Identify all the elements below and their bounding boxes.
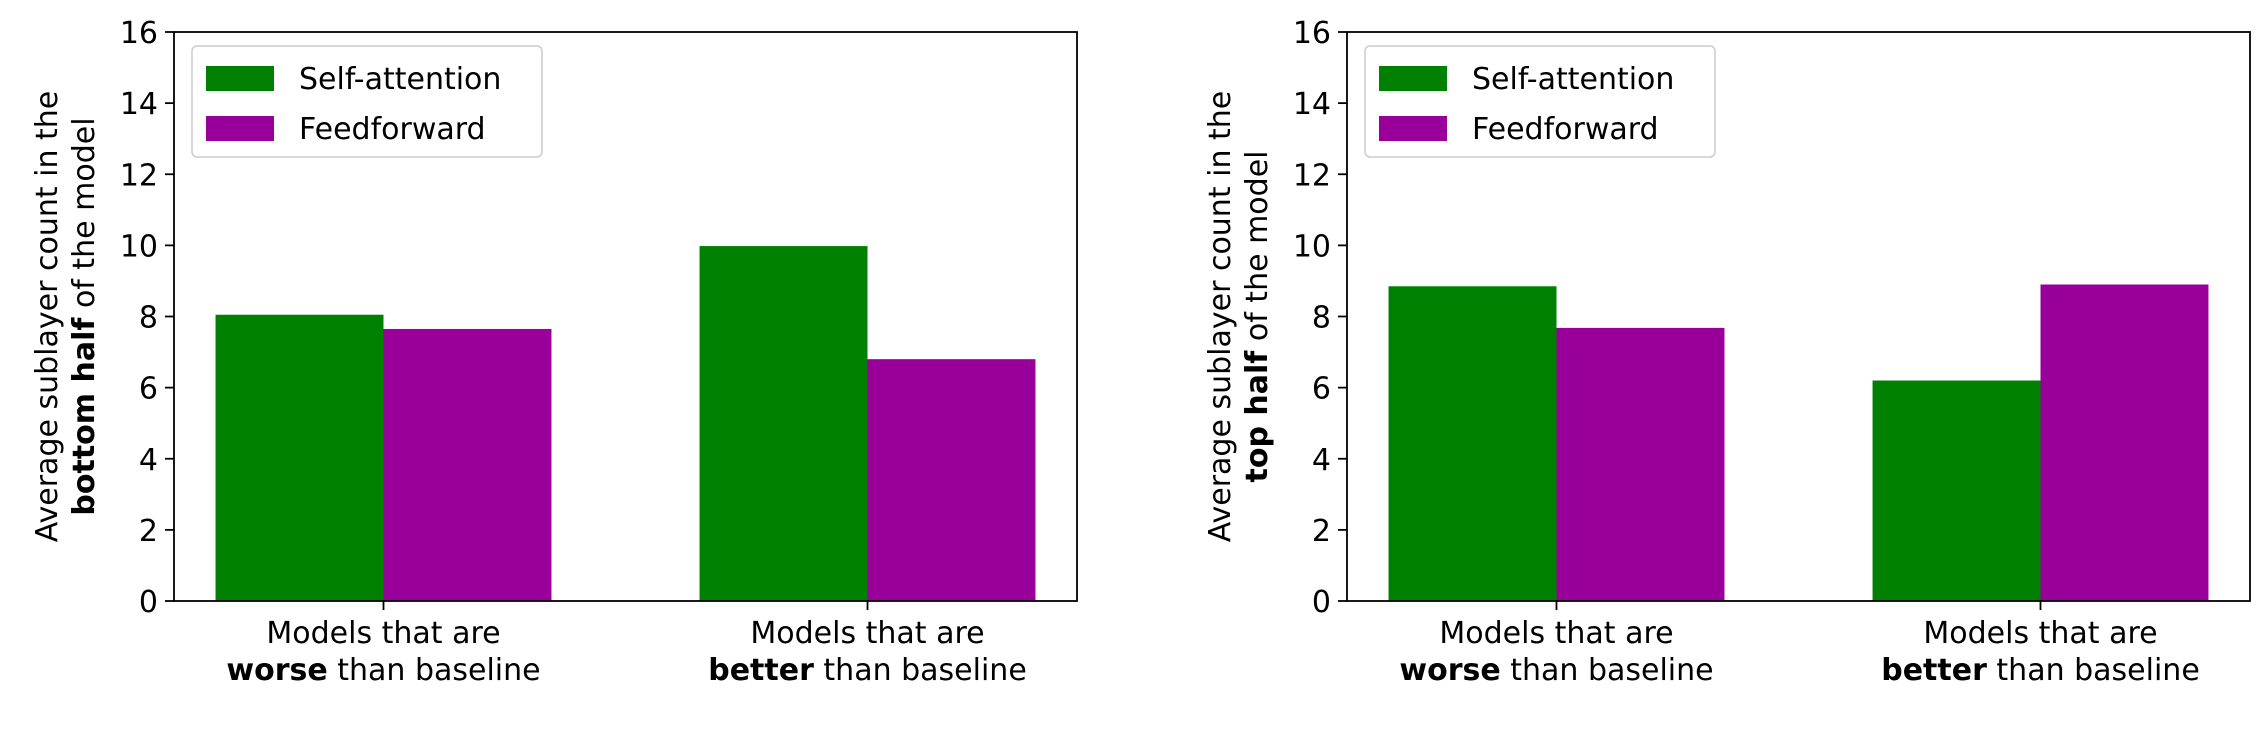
- y-axis-label-emphasis: bottom half: [67, 317, 102, 516]
- legend-swatch-self-attention: [206, 66, 274, 91]
- y-axis-label-emphasis: top half: [1240, 350, 1275, 483]
- y-axis-label-line2: bottom half of the model: [67, 117, 102, 515]
- bar-self-attention-1: [1388, 286, 1557, 601]
- bar-feedforward-2: [867, 359, 1036, 601]
- legend-swatch-feedforward: [206, 116, 274, 141]
- legend: Self-attention Feedforward: [191, 45, 543, 158]
- y-tick-label: 12: [120, 158, 158, 193]
- y-tick-label: 2: [1312, 514, 1331, 549]
- x-tick-label-line1: Models that are: [1923, 616, 2157, 651]
- x-tick-label-line1: Models that are: [266, 616, 500, 651]
- y-tick-label: 16: [1293, 16, 1331, 51]
- y-tick-label: 4: [1312, 443, 1331, 478]
- x-tick-label-rest: than baseline: [328, 653, 541, 688]
- y-tick-label: 4: [139, 443, 158, 478]
- x-tick-label-line1: Models that are: [1439, 616, 1673, 651]
- x-tick-label-emphasis: worse: [1399, 653, 1500, 688]
- legend-box: [191, 45, 543, 158]
- bar-feedforward-2: [2040, 284, 2209, 601]
- y-tick-label: 16: [120, 16, 158, 51]
- x-tick-label-rest: than baseline: [814, 653, 1027, 688]
- bar-feedforward-1: [383, 328, 552, 601]
- y-tick-label: 8: [139, 301, 158, 336]
- legend-label-feedforward: Feedforward: [1472, 112, 1659, 147]
- legend: Self-attention Feedforward: [1364, 45, 1716, 158]
- bar-feedforward-1: [1556, 327, 1725, 601]
- y-axis-label-line2: top half of the model: [1240, 151, 1275, 483]
- x-tick-label-line1: Models that are: [750, 616, 984, 651]
- bar-self-attention-2: [1872, 380, 2041, 601]
- bar-self-attention-2: [699, 246, 868, 601]
- x-tick-label-rest: than baseline: [1501, 653, 1714, 688]
- y-tick-label: 6: [1312, 372, 1331, 407]
- x-tick-label-line2: worse than baseline: [226, 653, 540, 688]
- y-axis-label-line1: Average sublayer count in the: [1203, 91, 1238, 543]
- y-tick-label: 10: [120, 229, 158, 264]
- y-tick-label: 14: [120, 87, 158, 122]
- x-tick-label-line2: better than baseline: [708, 653, 1027, 688]
- x-tick-label-emphasis: worse: [226, 653, 327, 688]
- y-tick-label: 0: [1312, 585, 1331, 620]
- legend-label-feedforward: Feedforward: [299, 112, 486, 147]
- x-tick-label-line2: worse than baseline: [1399, 653, 1713, 688]
- legend-box: [1364, 45, 1716, 158]
- y-tick-label: 2: [139, 514, 158, 549]
- y-tick-label: 14: [1293, 87, 1331, 122]
- x-tick-label-emphasis: better: [708, 653, 814, 688]
- x-tick-label-rest: than baseline: [1987, 653, 2200, 688]
- legend-label-self-attention: Self-attention: [299, 62, 501, 97]
- legend-swatch-self-attention: [1379, 66, 1447, 91]
- legend-label-self-attention: Self-attention: [1472, 62, 1674, 97]
- legend-swatch-feedforward: [1379, 116, 1447, 141]
- bar-self-attention-1: [215, 314, 384, 601]
- y-axis-label-rest: of the model: [1240, 151, 1275, 351]
- y-axis-label-line1: Average sublayer count in the: [30, 91, 65, 543]
- y-axis-label-rest: of the model: [67, 117, 102, 317]
- y-tick-label: 12: [1293, 158, 1331, 193]
- x-tick-label-emphasis: better: [1881, 653, 1987, 688]
- y-tick-label: 10: [1293, 229, 1331, 264]
- y-tick-label: 6: [139, 372, 158, 407]
- x-tick-label-line2: better than baseline: [1881, 653, 2200, 688]
- y-tick-label: 8: [1312, 301, 1331, 336]
- y-tick-label: 0: [139, 585, 158, 620]
